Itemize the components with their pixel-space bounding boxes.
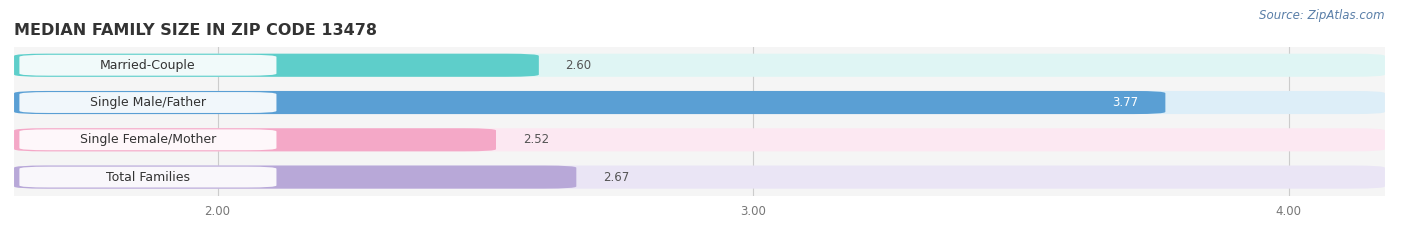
FancyBboxPatch shape	[20, 55, 277, 76]
Text: Source: ZipAtlas.com: Source: ZipAtlas.com	[1260, 9, 1385, 22]
FancyBboxPatch shape	[14, 165, 576, 189]
FancyBboxPatch shape	[14, 54, 538, 77]
Text: 2.60: 2.60	[565, 59, 592, 72]
Text: Married-Couple: Married-Couple	[100, 59, 195, 72]
FancyBboxPatch shape	[14, 91, 1385, 114]
FancyBboxPatch shape	[20, 129, 277, 150]
FancyBboxPatch shape	[14, 165, 1385, 189]
Text: Single Male/Father: Single Male/Father	[90, 96, 205, 109]
Text: 2.52: 2.52	[523, 133, 548, 146]
Text: 3.77: 3.77	[1112, 96, 1139, 109]
Text: MEDIAN FAMILY SIZE IN ZIP CODE 13478: MEDIAN FAMILY SIZE IN ZIP CODE 13478	[14, 24, 377, 38]
FancyBboxPatch shape	[20, 92, 277, 113]
FancyBboxPatch shape	[14, 91, 1166, 114]
Text: Total Families: Total Families	[105, 171, 190, 184]
FancyBboxPatch shape	[14, 128, 496, 151]
FancyBboxPatch shape	[14, 128, 1385, 151]
Text: Single Female/Mother: Single Female/Mother	[80, 133, 217, 146]
Text: 2.67: 2.67	[603, 171, 630, 184]
FancyBboxPatch shape	[20, 167, 277, 188]
FancyBboxPatch shape	[14, 54, 1385, 77]
